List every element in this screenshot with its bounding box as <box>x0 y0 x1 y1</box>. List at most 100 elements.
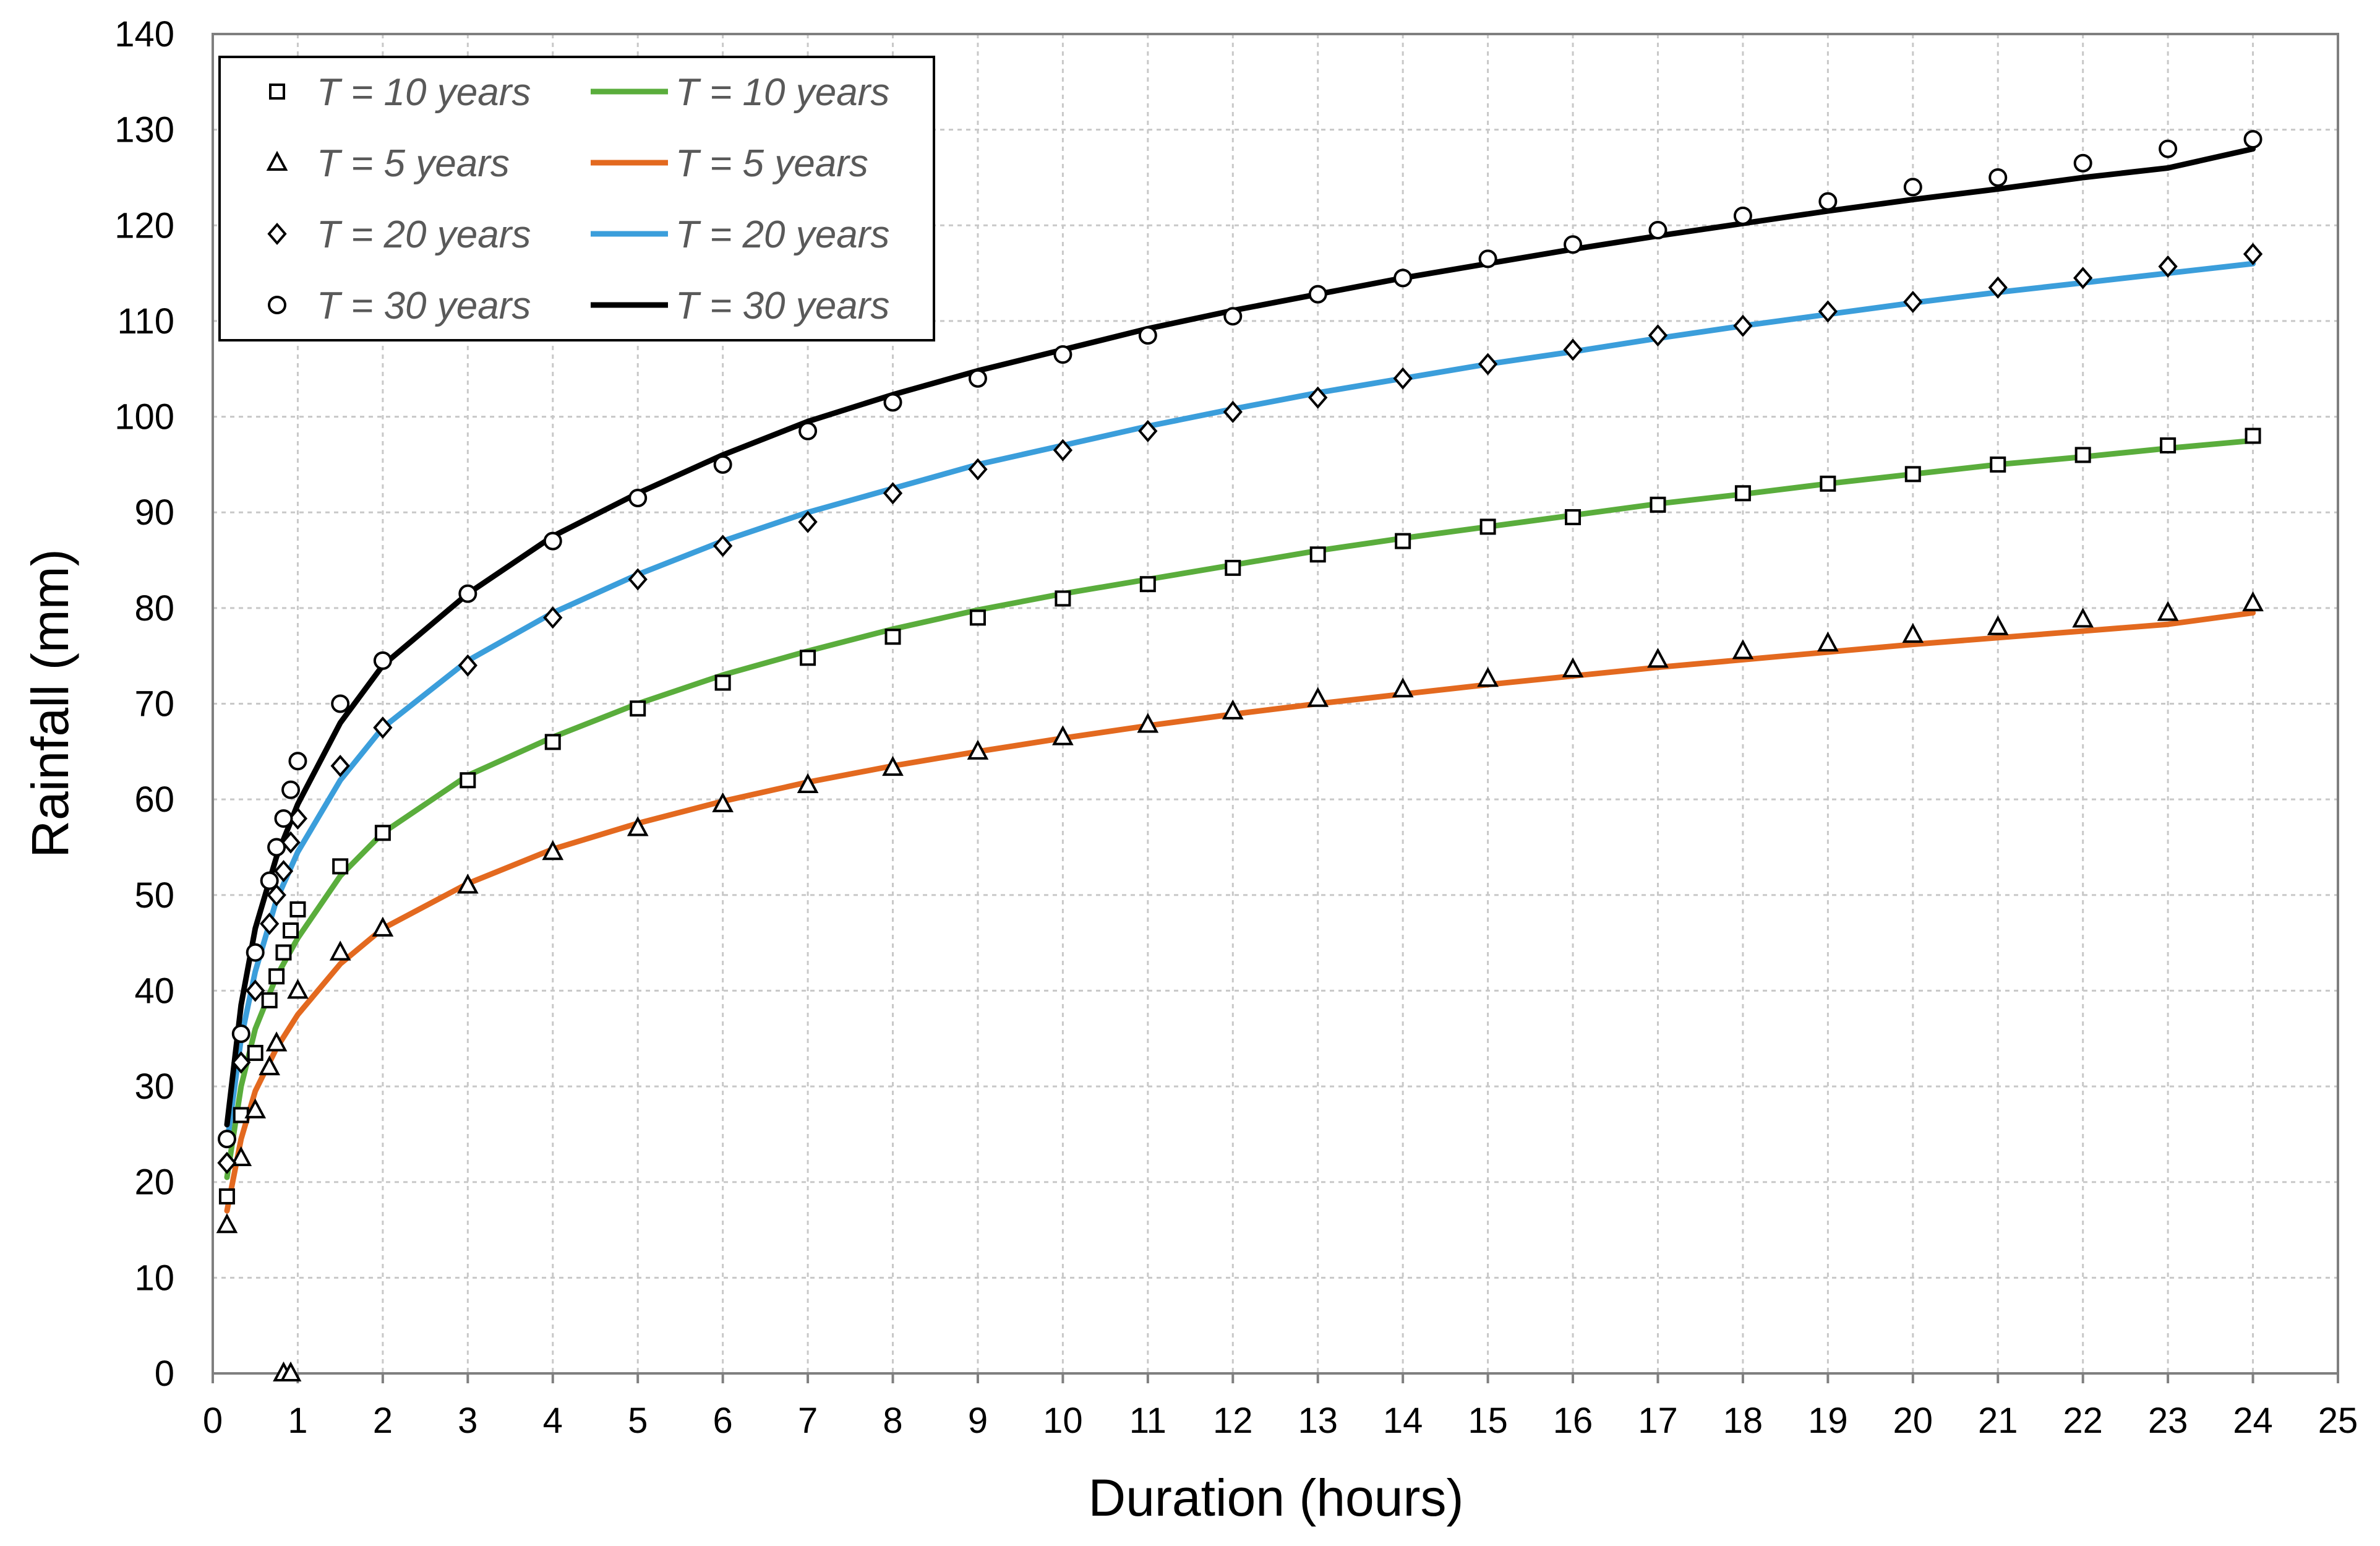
diamond-marker-point <box>798 510 818 533</box>
circle-marker-point <box>968 369 987 388</box>
triangle-marker-point <box>280 1361 302 1381</box>
legend-marker-label: T = 10 years <box>317 71 531 114</box>
y-tick-label: 60 <box>134 779 174 820</box>
diamond-marker-point <box>2243 243 2263 265</box>
legend-diamond-icon <box>267 222 287 246</box>
x-tick-label: 23 <box>2148 1401 2188 1441</box>
diamond-marker-point <box>260 913 280 935</box>
triangle-marker-point <box>2242 591 2264 612</box>
x-tick-label: 20 <box>1893 1401 1933 1441</box>
x-tick-label: 9 <box>968 1401 988 1441</box>
square-marker-point <box>1395 533 1411 549</box>
legend-line-label: T = 30 years <box>675 285 889 327</box>
x-tick-label: 18 <box>1723 1401 1763 1441</box>
x-tick-label: 8 <box>883 1401 902 1441</box>
x-tick-label: 13 <box>1298 1401 1338 1441</box>
square-marker-point <box>332 858 349 875</box>
square-marker-point <box>969 609 986 626</box>
circle-marker-point <box>331 694 350 713</box>
triangle-marker-point <box>1477 667 1499 687</box>
triangle-marker-point <box>1392 677 1414 698</box>
diamond-marker-point <box>458 654 477 677</box>
diamond-marker-point <box>1733 314 1753 337</box>
triangle-marker-point <box>244 1098 267 1119</box>
circle-marker-point <box>1818 192 1838 211</box>
diamond-marker-point <box>1988 276 2008 299</box>
x-tick-label: 1 <box>288 1401 307 1441</box>
diamond-marker-point <box>2073 267 2093 290</box>
diamond-marker-point <box>1308 386 1328 409</box>
diamond-marker-point <box>246 979 265 1002</box>
square-marker-point <box>289 901 306 917</box>
square-marker-point <box>268 968 285 985</box>
square-marker-point <box>275 944 292 961</box>
legend-marker-label: T = 5 years <box>317 142 510 185</box>
diamond-marker-point <box>2158 255 2178 278</box>
x-tick-label: 11 <box>1129 1401 1166 1441</box>
y-tick-label: 130 <box>114 110 174 150</box>
diamond-marker-point <box>1563 338 1583 361</box>
legend-box <box>218 56 935 341</box>
square-marker-point <box>884 629 901 645</box>
y-tick-label: 50 <box>134 875 174 916</box>
diamond-marker-point <box>628 568 648 591</box>
circle-marker-point <box>1733 206 1752 225</box>
triangle-marker-point <box>216 1213 238 1234</box>
circle-marker-point <box>458 584 477 603</box>
triangle-marker-point <box>1052 725 1074 745</box>
y-tick-label: 30 <box>134 1067 174 1107</box>
triangle-marker-point <box>2157 601 2179 621</box>
circle-marker-point <box>628 489 648 508</box>
y-tick-label: 110 <box>118 301 174 341</box>
triangle-marker-point <box>627 816 649 836</box>
square-marker-point <box>2245 427 2261 444</box>
square-marker-point <box>261 992 278 1008</box>
diamond-marker-point <box>1223 400 1243 423</box>
diamond-marker-point <box>1903 290 1923 314</box>
circle-marker-point <box>2159 139 2178 158</box>
x-tick-label: 24 <box>2233 1401 2273 1441</box>
legend-line-label: T = 20 years <box>675 213 889 256</box>
triangle-marker-point <box>1222 699 1244 719</box>
y-tick-label: 70 <box>134 684 174 724</box>
circle-marker-point <box>231 1024 250 1044</box>
square-marker-point <box>1309 546 1326 563</box>
square-marker-point <box>800 650 816 666</box>
diamond-marker-point <box>330 754 350 778</box>
legend-marker-label: T = 20 years <box>317 213 531 256</box>
square-marker-point <box>544 734 561 750</box>
circle-marker-point <box>883 393 902 412</box>
y-tick-label: 40 <box>134 971 174 1011</box>
triangle-marker-point <box>265 1031 288 1052</box>
x-tick-label: 22 <box>2063 1401 2103 1441</box>
triangle-marker-point <box>2072 608 2094 628</box>
x-tick-label: 4 <box>543 1401 563 1441</box>
diamond-marker-point <box>267 883 286 906</box>
x-tick-label: 16 <box>1553 1401 1593 1441</box>
square-marker-point <box>1055 590 1071 607</box>
triangle-marker-point <box>967 739 989 760</box>
triangle-marker-point <box>542 840 564 861</box>
diamond-marker-point <box>543 606 563 629</box>
triangle-marker-point <box>1732 639 1754 659</box>
diamond-marker-point <box>1053 439 1073 462</box>
x-axis-title: Duration (hours) <box>1089 1469 1464 1527</box>
triangle-marker-point <box>287 979 309 999</box>
legend: T = 10 years T = 10 years T = 5 years T = 5… <box>218 56 935 341</box>
y-tick-label: 20 <box>134 1162 174 1203</box>
diamond-marker-point <box>373 716 393 739</box>
diamond-marker-point <box>968 458 988 481</box>
diamond-marker-point <box>1393 367 1413 390</box>
triangle-marker-point <box>1647 648 1669 668</box>
circle-marker-point <box>1393 268 1413 288</box>
y-axis-title: Rainfall (mm) <box>21 549 79 857</box>
x-tick-label: 19 <box>1808 1401 1848 1441</box>
circle-marker-point <box>373 651 392 670</box>
circle-marker-point <box>1648 221 1667 240</box>
diamond-marker-point <box>1818 300 1838 323</box>
observed-markers <box>216 130 2264 1381</box>
y-tick-label: 100 <box>114 397 174 437</box>
circle-marker-point <box>281 780 301 799</box>
triangle-marker-point <box>329 940 351 961</box>
